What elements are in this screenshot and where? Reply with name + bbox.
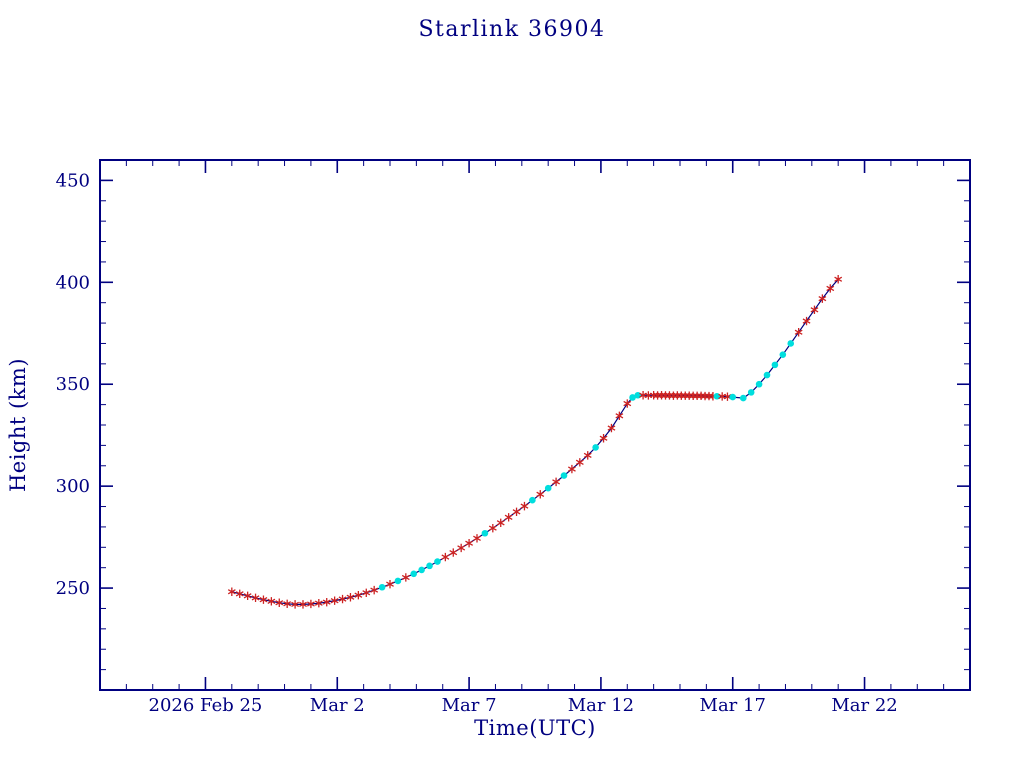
red-asterisk-marker — [802, 316, 811, 326]
cyan-dot-marker — [434, 558, 441, 565]
x-tick-label: 2026 Feb 25 — [149, 695, 263, 716]
x-tick-label: Mar 17 — [700, 695, 766, 716]
red-asterisk-marker — [283, 599, 292, 608]
red-asterisk-marker — [291, 600, 300, 609]
red-asterisk-marker — [259, 595, 268, 604]
cyan-dot-marker — [739, 394, 747, 402]
cyan-dot-marker — [787, 340, 795, 347]
y-tick-label: 300 — [56, 476, 90, 497]
red-asterisk-marker — [243, 591, 252, 601]
x-tick-label: Mar 12 — [568, 695, 634, 716]
x-axis-label: Time(UTC) — [474, 716, 596, 740]
red-asterisk-marker — [623, 399, 632, 408]
y-tick-label: 450 — [56, 170, 90, 191]
red-asterisk-marker — [322, 597, 331, 607]
red-asterisk-marker — [488, 523, 497, 533]
red-asterisk-marker — [314, 598, 323, 608]
red-asterisk-marker — [306, 599, 315, 609]
red-asterisk-marker — [575, 458, 584, 467]
red-asterisk-marker — [496, 518, 505, 528]
red-asterisk-marker — [299, 600, 307, 609]
red-asterisk-marker — [512, 507, 521, 517]
red-asterisk-marker — [465, 539, 474, 548]
red-asterisk-marker — [615, 411, 624, 421]
cyan-dot-marker — [544, 484, 552, 492]
cyan-dot-marker — [560, 472, 568, 479]
red-asterisk-marker — [536, 490, 545, 499]
red-asterisk-marker — [441, 552, 450, 562]
plot-frame — [99, 159, 971, 691]
red-asterisk-marker — [251, 593, 260, 603]
red-asterisk-marker — [235, 589, 244, 598]
red-asterisk-marker — [599, 434, 608, 443]
cyan-dot-marker — [481, 529, 489, 537]
red-asterisk-marker — [552, 477, 561, 487]
red-asterisk-marker — [330, 596, 339, 605]
red-asterisk-marker — [794, 328, 803, 337]
red-asterisk-marker — [567, 464, 576, 474]
cyan-dot-marker — [729, 393, 737, 401]
red-asterisk-marker — [370, 585, 379, 595]
red-asterisk-marker — [449, 548, 458, 557]
chart-title: Starlink 36904 — [418, 17, 606, 42]
x-tick-label: Mar 22 — [831, 695, 897, 716]
cyan-dot-marker — [747, 389, 755, 396]
red-asterisk-marker — [457, 543, 466, 553]
cyan-dot-marker — [629, 394, 636, 401]
red-asterisk-marker — [346, 593, 355, 602]
cyan-dot-marker — [529, 496, 536, 504]
red-asterisk-marker — [504, 513, 513, 522]
cyan-dot-marker — [426, 562, 433, 570]
cyan-dot-marker — [755, 380, 763, 388]
red-asterisk-marker — [826, 284, 835, 293]
red-asterisk-marker — [386, 580, 394, 589]
red-asterisk-marker — [473, 534, 481, 543]
red-asterisk-marker — [818, 294, 827, 303]
y-tick-label: 250 — [56, 578, 90, 599]
cyan-dot-marker — [394, 577, 402, 585]
x-tick-label: Mar 7 — [442, 695, 497, 716]
cyan-dot-marker — [418, 566, 425, 574]
red-asterisk-marker — [607, 423, 616, 433]
x-tick-label: Mar 2 — [310, 695, 365, 716]
cyan-dot-marker — [378, 583, 386, 591]
red-asterisk-marker — [275, 598, 284, 607]
y-tick-label: 350 — [56, 374, 90, 395]
red-asterisk-marker — [401, 573, 410, 582]
cyan-dot-marker — [771, 361, 779, 369]
red-asterisk-marker — [810, 305, 819, 315]
height-series-line — [231, 278, 839, 605]
cyan-dot-marker — [592, 444, 599, 451]
red-asterisk-marker — [338, 594, 347, 604]
red-asterisk-marker — [227, 587, 236, 596]
cyan-dot-marker — [779, 351, 787, 358]
red-asterisk-marker — [354, 591, 363, 600]
y-tick-label: 400 — [56, 272, 90, 293]
red-asterisk-marker — [267, 597, 276, 606]
red-asterisk-marker — [834, 275, 843, 284]
cyan-dot-marker — [410, 570, 418, 578]
cyan-dot-marker — [763, 371, 771, 379]
red-asterisk-marker — [362, 588, 371, 597]
red-asterisk-marker — [520, 501, 529, 511]
red-asterisk-marker — [583, 451, 592, 460]
